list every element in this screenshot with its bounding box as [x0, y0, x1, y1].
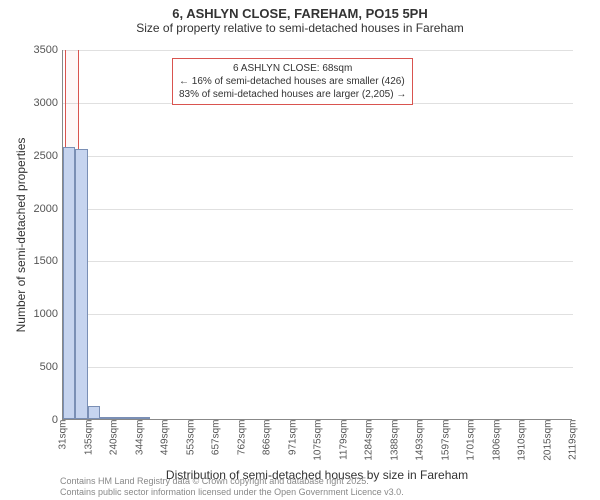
chart-area: Number of semi-detached properties 05001… — [62, 50, 572, 420]
annotation-line1: 6 ASHLYN CLOSE: 68sqm — [179, 62, 406, 75]
x-tick-label: 1910sqm — [517, 420, 528, 461]
y-tick-label: 2500 — [18, 150, 58, 162]
x-tick-label: 1388sqm — [389, 420, 400, 461]
x-tick-label: 657sqm — [211, 420, 222, 456]
x-tick-label: 449sqm — [160, 420, 171, 456]
footer-line1: Contains HM Land Registry data © Crown c… — [60, 476, 404, 487]
plot-region: 050010001500200025003000350031sqm135sqm2… — [62, 50, 572, 420]
x-tick-label: 866sqm — [262, 420, 273, 456]
x-tick-label: 971sqm — [287, 420, 298, 456]
y-tick-label: 1500 — [18, 255, 58, 267]
gridline — [63, 367, 573, 368]
gridline — [63, 209, 573, 210]
y-tick-label: 0 — [18, 414, 58, 426]
x-tick-label: 135sqm — [83, 420, 94, 456]
y-tick-label: 3000 — [18, 97, 58, 109]
bar — [75, 149, 87, 419]
gridline — [63, 261, 573, 262]
x-tick-label: 553sqm — [185, 420, 196, 456]
x-tick-label: 31sqm — [58, 420, 69, 450]
chart-subtitle: Size of property relative to semi-detach… — [0, 21, 600, 39]
x-tick-label: 1493sqm — [415, 420, 426, 461]
gridline — [63, 156, 573, 157]
annotation-box: 6 ASHLYN CLOSE: 68sqm ← 16% of semi-deta… — [172, 58, 413, 105]
bar — [88, 406, 100, 419]
x-tick-label: 344sqm — [134, 420, 145, 456]
x-tick-label: 1284sqm — [364, 420, 375, 461]
x-tick-label: 240sqm — [109, 420, 120, 456]
y-tick-label: 500 — [18, 361, 58, 373]
y-tick-label: 2000 — [18, 203, 58, 215]
gridline — [63, 314, 573, 315]
x-tick-label: 1597sqm — [440, 420, 451, 461]
chart-title: 6, ASHLYN CLOSE, FAREHAM, PO15 5PH — [0, 0, 600, 21]
x-tick-label: 1075sqm — [313, 420, 324, 461]
x-tick-label: 2015sqm — [542, 420, 553, 461]
bar — [63, 147, 75, 419]
x-tick-label: 1179sqm — [338, 420, 349, 460]
y-tick-label: 3500 — [18, 44, 58, 56]
footer-text: Contains HM Land Registry data © Crown c… — [60, 476, 404, 498]
x-tick-label: 2119sqm — [568, 420, 579, 460]
gridline — [63, 50, 573, 51]
x-tick-label: 1806sqm — [491, 420, 502, 461]
annotation-line3: 83% of semi-detached houses are larger (… — [179, 88, 406, 101]
annotation-line2: ← 16% of semi-detached houses are smalle… — [179, 75, 406, 88]
chart-container: 6, ASHLYN CLOSE, FAREHAM, PO15 5PH Size … — [0, 0, 600, 500]
x-tick-label: 1701sqm — [466, 420, 477, 461]
y-tick-label: 1000 — [18, 308, 58, 320]
x-tick-label: 762sqm — [236, 420, 247, 456]
footer-line2: Contains public sector information licen… — [60, 487, 404, 498]
